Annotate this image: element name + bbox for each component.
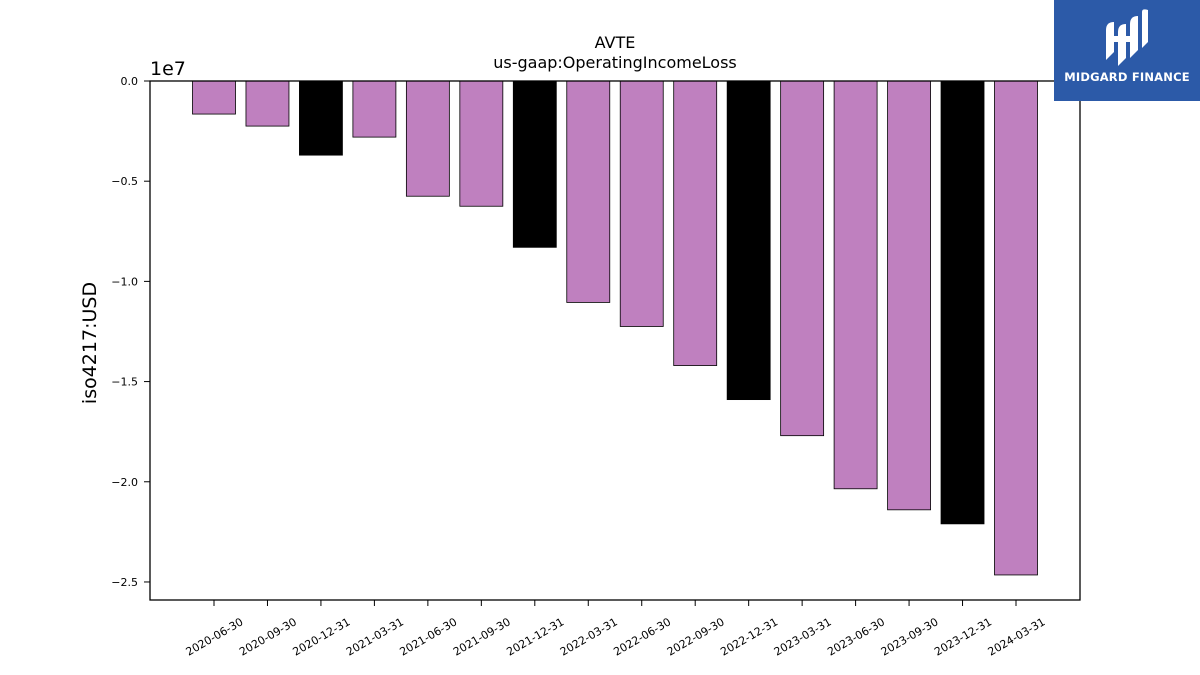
- brand-mark-icon: [1106, 9, 1148, 66]
- chart-subtitle: us-gaap:OperatingIncomeLoss: [493, 53, 737, 72]
- x-tick-label: 2021-06-30: [397, 615, 459, 658]
- x-tick-label: 2023-12-31: [932, 615, 994, 658]
- y-axis-label: iso4217:USD: [79, 282, 101, 404]
- bar-2021-12-31: [512, 80, 557, 248]
- y-ticks-group: 0.0 −0.5 −1.0 −1.5 −2.0 −2.5: [111, 75, 150, 589]
- y-tick-label: 0.0: [121, 75, 139, 88]
- brand-logo: MIDGARD FINANCE: [1054, 0, 1200, 101]
- brand-name: MIDGARD FINANCE: [1064, 70, 1190, 84]
- x-tick-label: 2023-03-31: [772, 615, 834, 658]
- x-ticks-group: 2020-06-302020-09-302020-12-312021-03-31…: [184, 600, 1048, 659]
- x-tick-label: 2023-09-30: [879, 615, 941, 658]
- x-tick-label: 2022-12-31: [718, 615, 780, 658]
- x-tick-label: 2021-09-30: [451, 615, 513, 658]
- bar-2022-03-31: [566, 80, 611, 303]
- x-tick-label: 2024-03-31: [986, 615, 1048, 658]
- y-tick-label: −2.0: [111, 476, 138, 489]
- x-tick-label: 2022-03-31: [558, 615, 620, 658]
- bar-2020-09-30: [245, 80, 290, 127]
- x-tick-label: 2020-09-30: [237, 615, 299, 658]
- x-tick-label: 2021-03-31: [344, 615, 406, 658]
- y-tick-label: −1.5: [111, 376, 138, 389]
- bar-2022-06-30: [619, 80, 664, 327]
- bar-2021-06-30: [405, 80, 450, 197]
- axis-offset-label: 1e7: [150, 58, 186, 80]
- x-tick-label: 2023-06-30: [825, 615, 887, 658]
- bar-2022-12-31: [726, 80, 771, 401]
- bar-2020-06-30: [192, 80, 236, 115]
- bar-2022-09-30: [673, 80, 718, 366]
- x-tick-label: 2020-12-31: [291, 615, 353, 658]
- bars-group: [192, 80, 1038, 576]
- y-tick-label: −0.5: [111, 175, 138, 188]
- bar-2023-09-30: [887, 80, 931, 511]
- x-tick-label: 2021-12-31: [504, 615, 566, 658]
- bar-2021-03-31: [352, 80, 397, 138]
- x-tick-label: 2022-06-30: [611, 615, 673, 658]
- bar-2021-09-30: [459, 80, 504, 207]
- x-tick-label: 2020-06-30: [184, 615, 246, 658]
- y-tick-label: −1.0: [111, 275, 138, 288]
- axes-frame: [149, 80, 1081, 601]
- bar-2020-12-31: [299, 80, 343, 156]
- bar-2023-12-31: [940, 80, 985, 525]
- bar-2023-06-30: [833, 80, 878, 490]
- chart-title: AVTE: [595, 33, 636, 52]
- bar-2024-03-31: [994, 80, 1038, 576]
- x-tick-label: 2022-09-30: [665, 615, 727, 658]
- y-tick-label: −2.5: [111, 576, 138, 589]
- bar-2023-03-31: [780, 80, 825, 437]
